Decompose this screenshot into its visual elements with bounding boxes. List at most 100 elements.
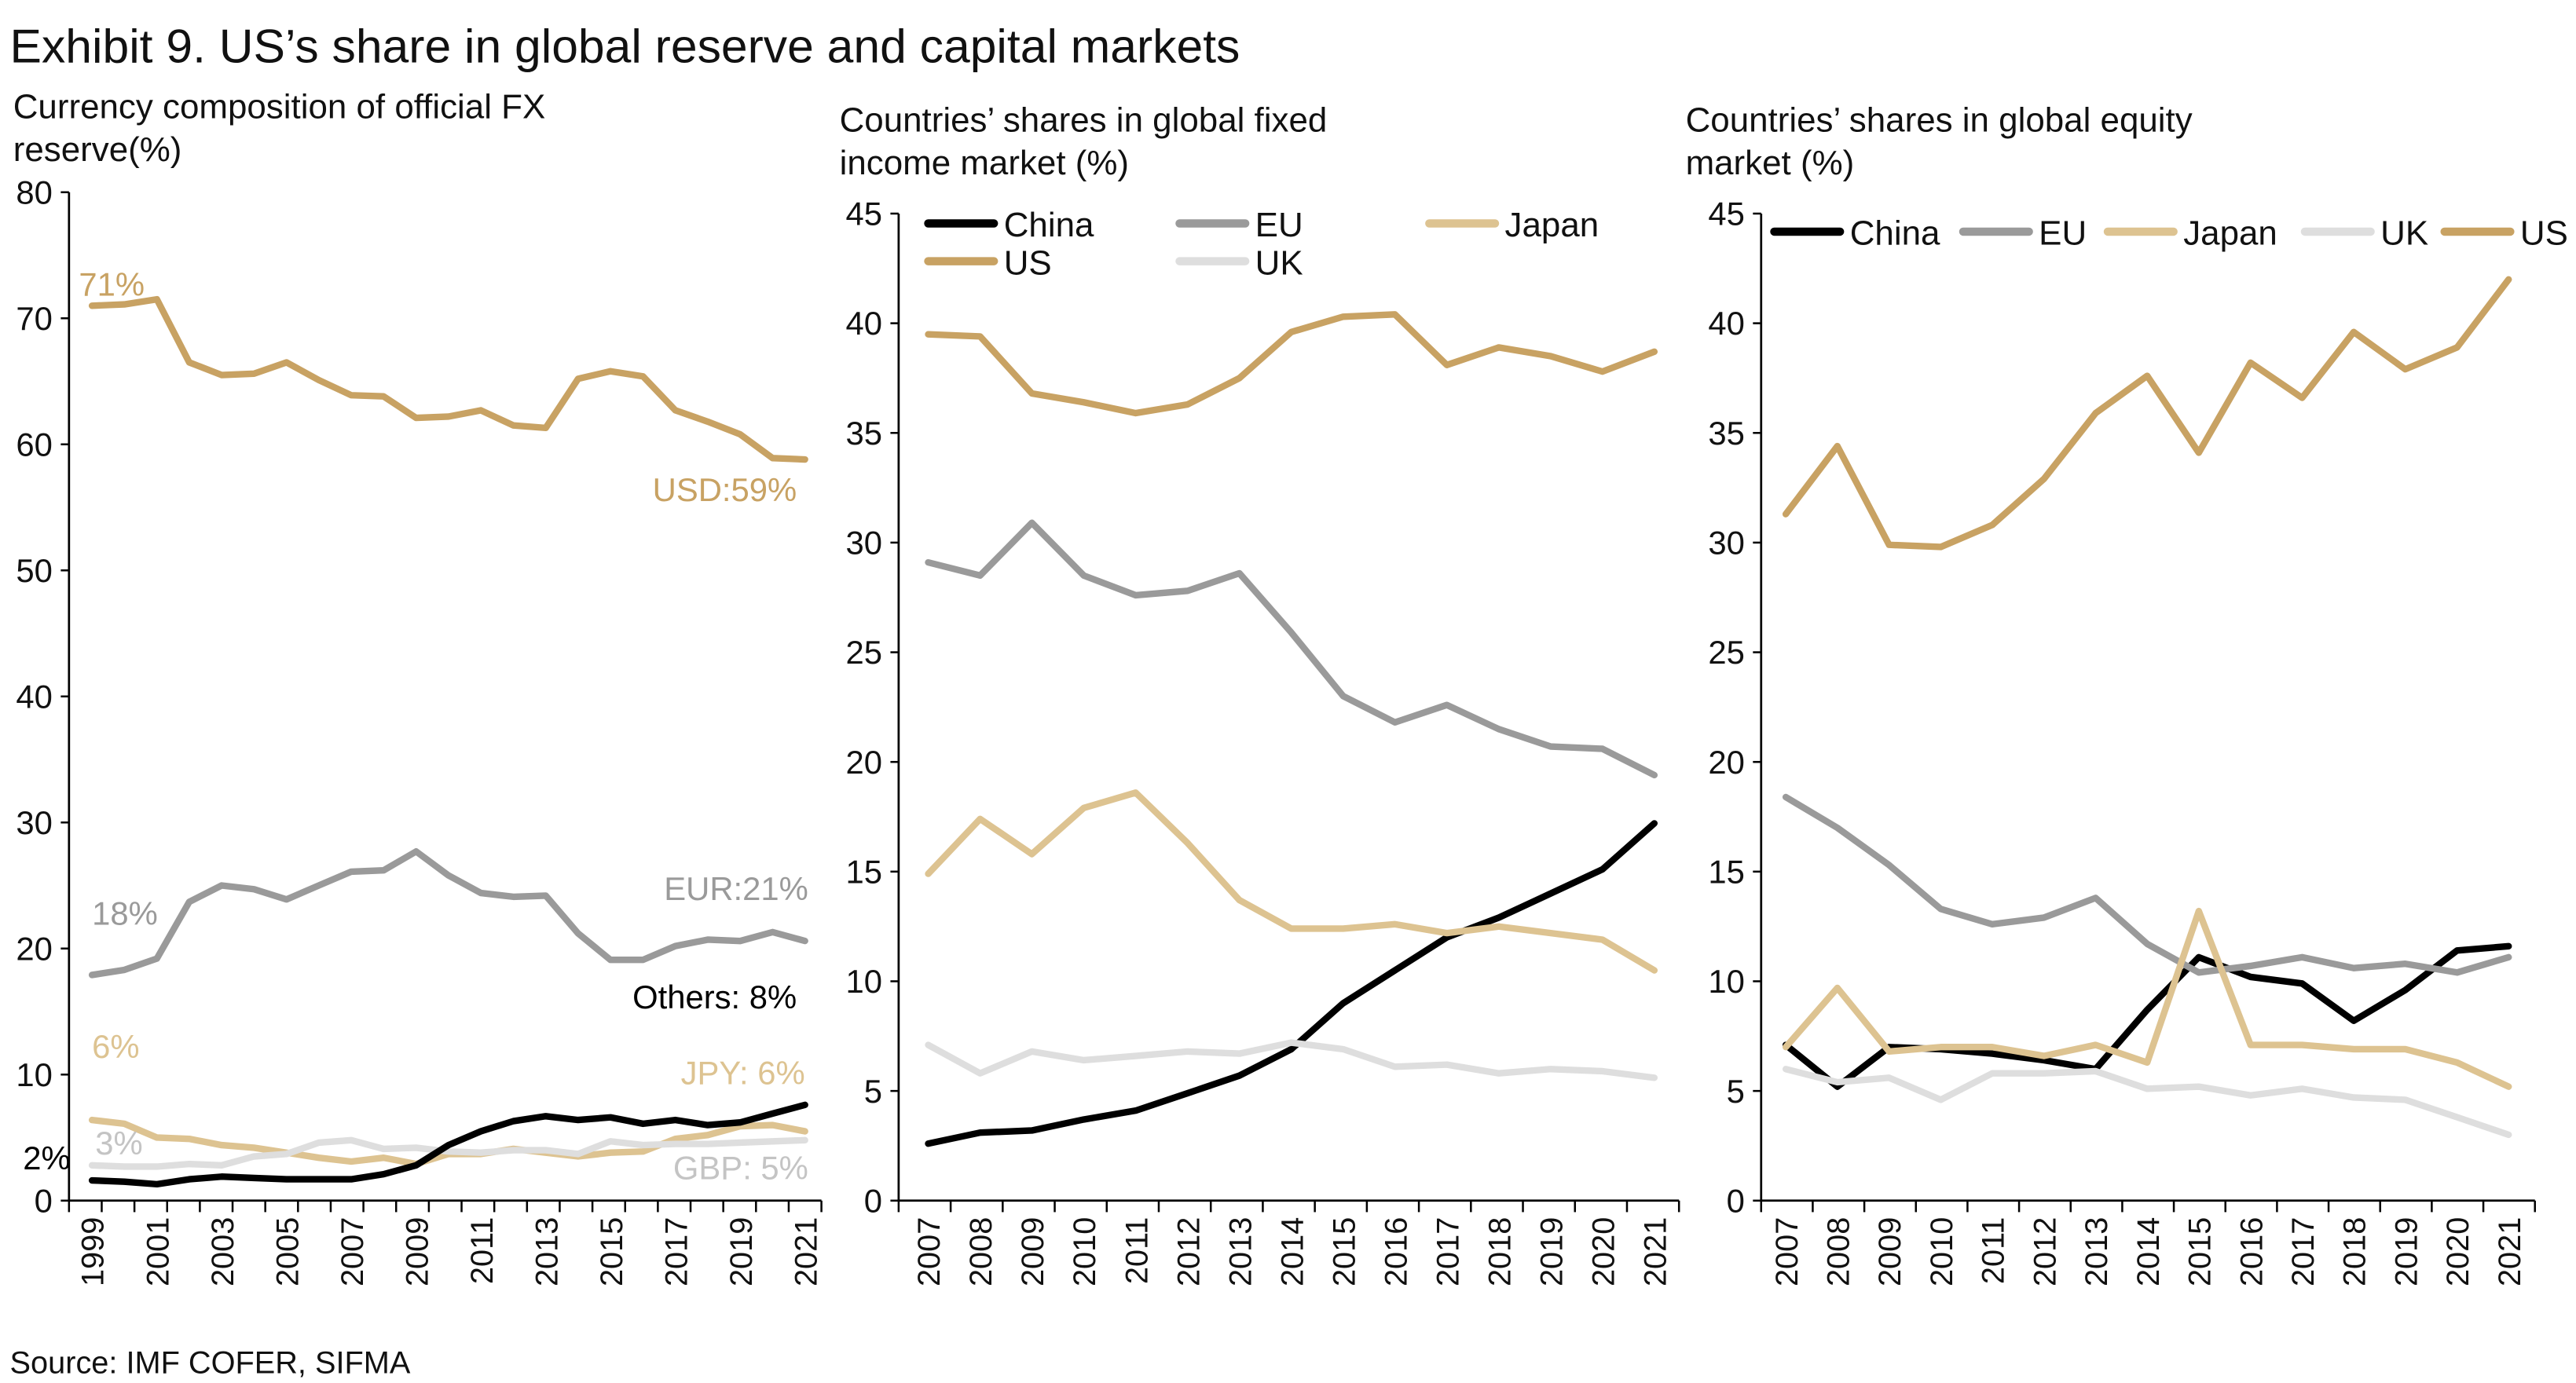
- chart-title: Currency composition of official FX: [13, 88, 546, 126]
- legend-label: EU: [1255, 206, 1303, 244]
- y-tick-label: 70: [16, 300, 53, 337]
- y-tick-label: 10: [1708, 963, 1745, 1000]
- y-tick-label: 15: [845, 853, 882, 890]
- annotation-label: EUR:21%: [664, 870, 808, 907]
- x-tick-label: 2011: [465, 1217, 500, 1284]
- annotation-label: USD:59%: [653, 471, 797, 508]
- y-tick-label: 15: [1708, 853, 1745, 890]
- x-tick-label: 2015: [1327, 1217, 1361, 1286]
- y-tick-label: 25: [845, 634, 882, 671]
- x-tick-label: 2007: [1770, 1217, 1805, 1286]
- y-tick-label: 45: [845, 196, 882, 232]
- y-tick-label: 10: [845, 963, 882, 1000]
- series-line-us: [1782, 276, 2512, 551]
- x-tick-label: 2009: [1016, 1217, 1050, 1286]
- series-line-others: [88, 1101, 808, 1188]
- annotation-label: 18%: [92, 895, 158, 931]
- y-tick-label: 0: [1727, 1182, 1745, 1219]
- x-tick-label: 2009: [400, 1217, 434, 1286]
- legend-label: Japan: [1505, 206, 1599, 244]
- x-tick-label: 2013: [2079, 1217, 2114, 1286]
- x-tick-label: 2012: [1171, 1217, 1206, 1286]
- annotation-label: GBP: 5%: [673, 1150, 808, 1187]
- y-tick-label: 35: [1708, 415, 1745, 452]
- chart-panel-2: Countries’ shares in global fixed income …: [840, 101, 1680, 1286]
- legend-label: Japan: [2183, 214, 2277, 253]
- x-tick-label: 2018: [1482, 1217, 1517, 1286]
- legend-label: US: [1004, 243, 1052, 282]
- y-tick-label: 40: [1708, 305, 1745, 342]
- series-line-japan: [1782, 907, 2512, 1090]
- y-tick-label: 30: [845, 525, 882, 562]
- y-tick-label: 30: [1708, 525, 1745, 562]
- y-tick-label: 0: [35, 1182, 53, 1219]
- x-tick-label: 2017: [2286, 1217, 2321, 1286]
- y-tick-label: 0: [864, 1182, 882, 1219]
- x-tick-label: 2008: [964, 1217, 999, 1286]
- x-tick-label: 2020: [1586, 1217, 1621, 1286]
- series-line-china: [925, 820, 1658, 1147]
- annotation-label: 6%: [92, 1028, 139, 1065]
- x-tick-label: 2017: [1431, 1217, 1465, 1286]
- y-tick-label: 20: [845, 744, 882, 781]
- x-tick-label: 2009: [1873, 1217, 1907, 1286]
- x-tick-label: 2014: [1275, 1217, 1310, 1286]
- x-tick-label: 2003: [206, 1217, 240, 1286]
- x-tick-label: 2005: [270, 1217, 305, 1286]
- annotation-label: 2%: [23, 1140, 70, 1176]
- x-tick-label: 2013: [1223, 1217, 1258, 1286]
- annotation-label: JPY: 6%: [681, 1054, 805, 1091]
- x-tick-label: 2018: [2338, 1217, 2373, 1286]
- x-tick-label: 2007: [335, 1217, 370, 1286]
- series-line-uk: [1782, 1066, 2512, 1139]
- x-tick-label: 2015: [2183, 1217, 2218, 1286]
- y-tick-label: 25: [1708, 634, 1745, 671]
- y-tick-label: 40: [16, 678, 53, 715]
- x-tick-label: 2007: [912, 1217, 947, 1286]
- source-note: Source: IMF COFER, SIFMA: [10, 1345, 411, 1380]
- y-tick-label: 20: [16, 930, 53, 967]
- chart-title: Countries’ shares in global fixed: [840, 101, 1328, 139]
- annotation-label: 3%: [95, 1125, 142, 1162]
- x-tick-label: 2008: [1821, 1217, 1856, 1286]
- series-line-us: [925, 311, 1658, 417]
- x-tick-label: 2011: [1119, 1217, 1154, 1284]
- series-line-gbp: [88, 1136, 808, 1170]
- chart-title: income market (%): [840, 144, 1129, 182]
- y-tick-label: 10: [16, 1056, 53, 1093]
- x-tick-label: 2010: [1068, 1217, 1102, 1286]
- legend-label: China: [1004, 206, 1094, 244]
- x-tick-label: 2014: [2131, 1217, 2166, 1286]
- x-tick-label: 2021: [1638, 1217, 1673, 1286]
- y-tick-label: 40: [845, 305, 882, 342]
- x-tick-label: 2021: [789, 1217, 823, 1286]
- x-tick-label: 2017: [659, 1217, 694, 1286]
- legend-label: China: [1850, 214, 1940, 253]
- annotation-label: Others: 8%: [632, 979, 797, 1015]
- x-tick-label: 2019: [724, 1217, 759, 1286]
- x-tick-label: 2020: [2441, 1217, 2475, 1286]
- y-tick-label: 5: [864, 1073, 882, 1110]
- x-tick-label: 2015: [595, 1217, 629, 1286]
- legend-label: UK: [2380, 214, 2428, 253]
- x-tick-label: 2016: [2234, 1217, 2269, 1286]
- x-tick-label: 2019: [1534, 1217, 1569, 1286]
- x-tick-label: 2021: [2493, 1217, 2527, 1286]
- chart-title: reserve(%): [13, 130, 182, 169]
- y-tick-label: 45: [1708, 196, 1745, 232]
- series-line-eur: [88, 848, 808, 979]
- series-line-japan: [925, 789, 1658, 974]
- x-tick-label: 2013: [529, 1217, 564, 1286]
- x-tick-label: 2010: [1925, 1217, 1959, 1286]
- y-tick-label: 30: [16, 804, 53, 841]
- series-line-eu: [1782, 793, 2512, 976]
- series-line-eu: [925, 519, 1658, 779]
- x-tick-label: 2012: [2028, 1217, 2062, 1286]
- figure-title: Exhibit 9. US’s share in global reserve …: [10, 20, 1240, 73]
- y-tick-label: 35: [845, 415, 882, 452]
- y-tick-label: 50: [16, 552, 53, 589]
- series-line-usd: [88, 295, 808, 463]
- y-tick-label: 80: [16, 174, 53, 210]
- x-tick-label: 2019: [2389, 1217, 2424, 1286]
